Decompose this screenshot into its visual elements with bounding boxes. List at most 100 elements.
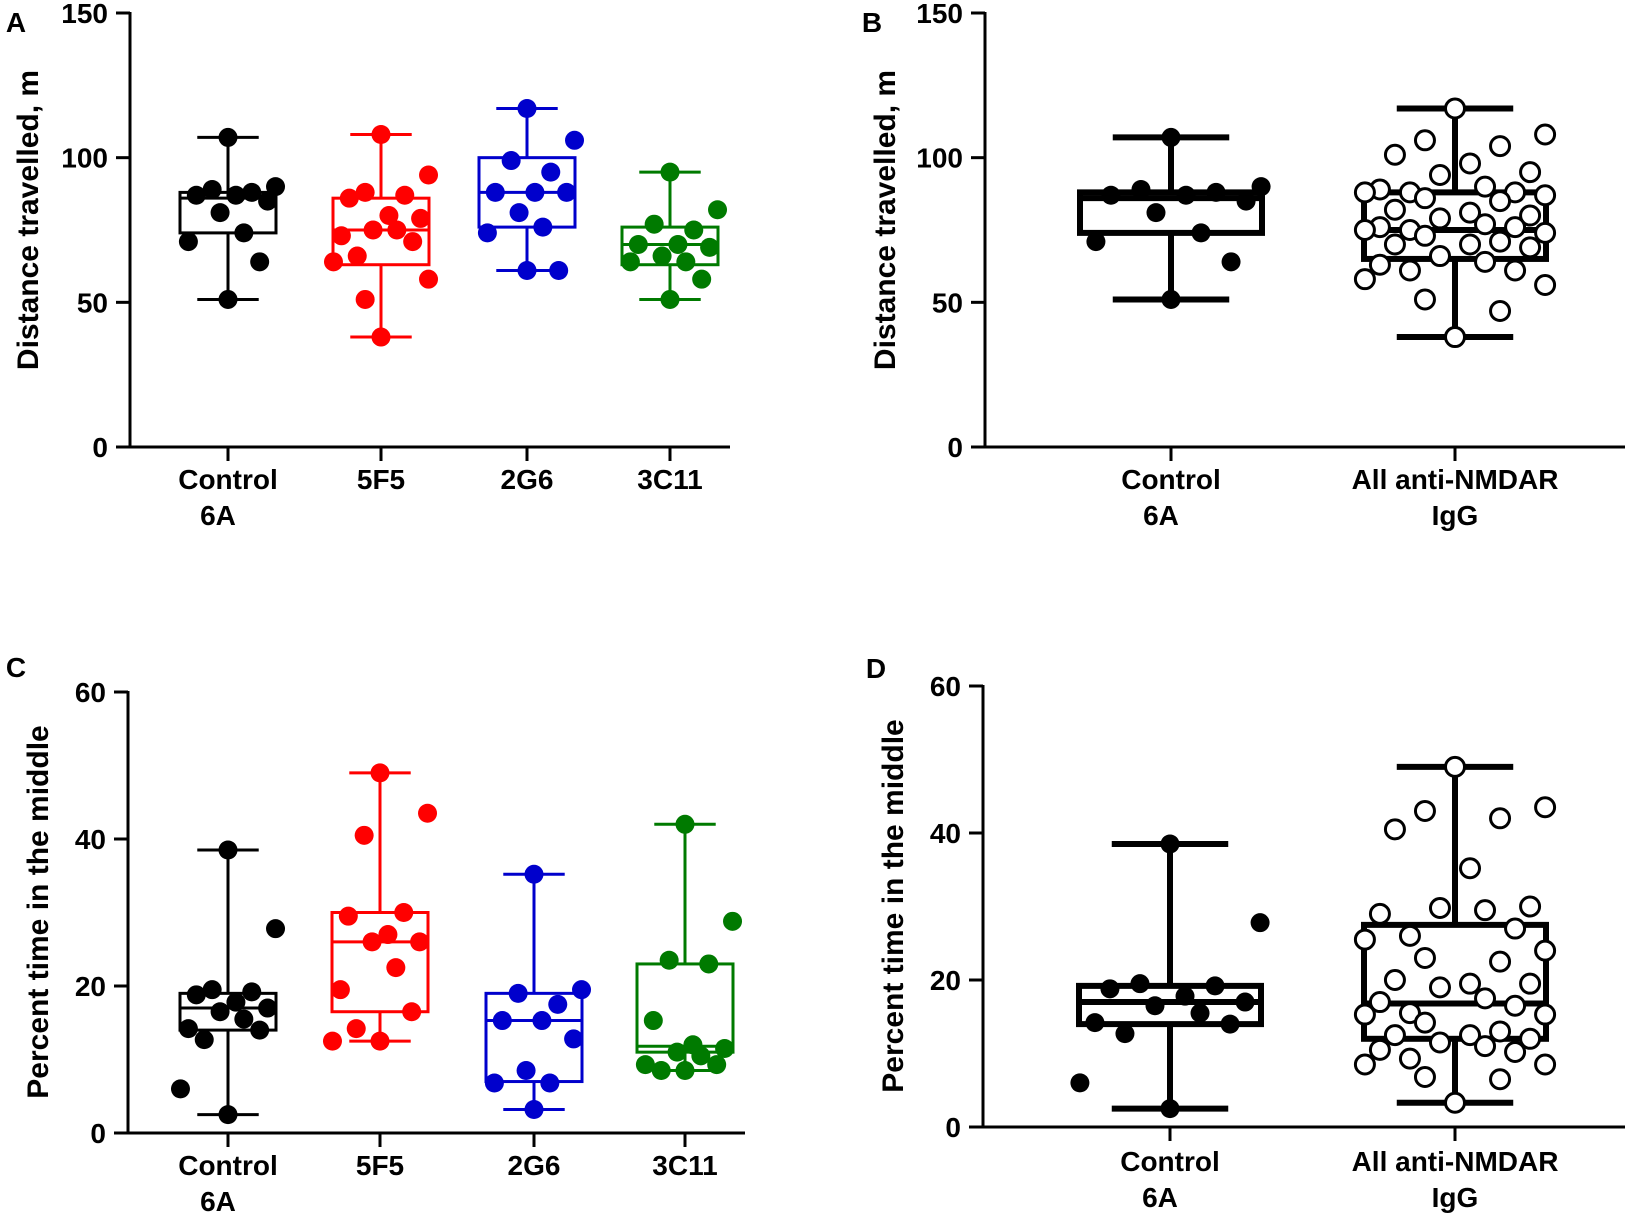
data-point (1519, 972, 1542, 995)
x-tick-label: Control (1120, 1146, 1220, 1177)
data-point (202, 980, 222, 1000)
data-point (1519, 895, 1542, 918)
data-point (1398, 1002, 1421, 1025)
data-point (371, 125, 391, 145)
data-point (186, 185, 206, 205)
data-point (1428, 1031, 1451, 1054)
data-point (1176, 185, 1196, 205)
data-point (477, 223, 497, 243)
data-point (1383, 969, 1406, 991)
data-point (1459, 233, 1482, 256)
y-tick-label: 0 (945, 1112, 961, 1143)
data-point (548, 994, 568, 1014)
data-point (1070, 1073, 1090, 1093)
data-point (1444, 1091, 1466, 1114)
y-axis-title: Percent time in the middle (22, 725, 55, 1098)
data-point (541, 162, 561, 182)
data-point (1130, 974, 1150, 994)
data-point (402, 1002, 422, 1022)
data-point (419, 165, 439, 185)
data-point (1428, 207, 1451, 230)
x-tick-label: 5F5 (356, 1150, 404, 1181)
data-point (564, 1029, 584, 1049)
data-point (1236, 191, 1256, 211)
data-point (1161, 127, 1181, 147)
data-point (1444, 755, 1466, 778)
x-tick-label: 2G6 (501, 464, 554, 495)
y-tick-label: 100 (61, 143, 108, 174)
data-point (194, 1030, 214, 1050)
data-point (1353, 1003, 1376, 1026)
data-point (178, 1019, 198, 1039)
x-tick-label: 5F5 (357, 464, 405, 495)
box-3c11 (635, 814, 743, 1081)
data-point (691, 1046, 711, 1066)
y-tick-label: 50 (77, 287, 108, 318)
data-point (339, 188, 359, 208)
data-point (1413, 187, 1436, 210)
data-point (1474, 250, 1497, 273)
data-point (1368, 253, 1391, 276)
data-point (371, 327, 391, 347)
data-point (1383, 233, 1406, 256)
data-point (1160, 1099, 1180, 1119)
data-point (557, 182, 577, 202)
data-point (1160, 834, 1180, 854)
data-point (1131, 179, 1151, 199)
box-iqr (1077, 189, 1265, 236)
y-tick-label: 0 (92, 432, 108, 463)
data-point (524, 1099, 544, 1119)
panel-a: A 0 50 100 150 Distance travelled, m Control 6A… (6, 0, 730, 531)
data-point (1444, 326, 1466, 349)
data-point (1250, 913, 1270, 933)
data-point (1398, 1047, 1421, 1070)
data-point (675, 1061, 695, 1081)
data-point (1413, 946, 1436, 969)
data-point (1474, 213, 1497, 236)
data-point (668, 234, 688, 254)
data-point (1474, 175, 1497, 198)
data-point (1383, 143, 1406, 166)
data-point (1489, 190, 1512, 213)
panel-d: D 0 20 40 60 Percent time in the middle Contro… (866, 653, 1625, 1213)
data-point (1191, 223, 1211, 243)
data-point (1519, 204, 1542, 227)
data-point (1413, 129, 1436, 152)
data-point (1206, 182, 1226, 202)
data-point (533, 217, 553, 237)
data-point (1383, 818, 1406, 841)
data-point (330, 980, 350, 1000)
y-tick-label: 100 (916, 143, 963, 174)
data-point (1504, 259, 1527, 282)
data-point (651, 1061, 671, 1081)
data-point (1504, 994, 1527, 1017)
data-point (1086, 232, 1106, 252)
box-iqr (1361, 921, 1549, 1042)
data-point (1428, 164, 1451, 187)
y-axis-title: Distance travelled, m (12, 70, 45, 370)
data-point (210, 1002, 230, 1022)
data-point (178, 232, 198, 252)
data-point (708, 200, 728, 220)
box-control-6a (178, 127, 286, 309)
data-point (1190, 1003, 1210, 1023)
data-point (386, 958, 406, 978)
data-point (676, 252, 696, 272)
data-point (378, 925, 398, 945)
data-point (660, 162, 680, 182)
x-tick-label: All anti-NMDAR (1352, 1146, 1559, 1177)
data-point (1115, 1024, 1135, 1044)
data-point (1534, 123, 1557, 146)
box-2g6 (484, 864, 592, 1119)
data-point (644, 214, 664, 234)
y-tick-label: 40 (75, 824, 106, 855)
data-point (411, 208, 431, 228)
data-point (501, 151, 521, 171)
data-point (508, 983, 528, 1003)
x-tick-label: 6A (200, 500, 236, 531)
x-tick-label: 6A (200, 1186, 236, 1217)
data-point (1100, 979, 1120, 999)
x-tick-label: 6A (1142, 1182, 1178, 1213)
data-point (410, 932, 430, 952)
